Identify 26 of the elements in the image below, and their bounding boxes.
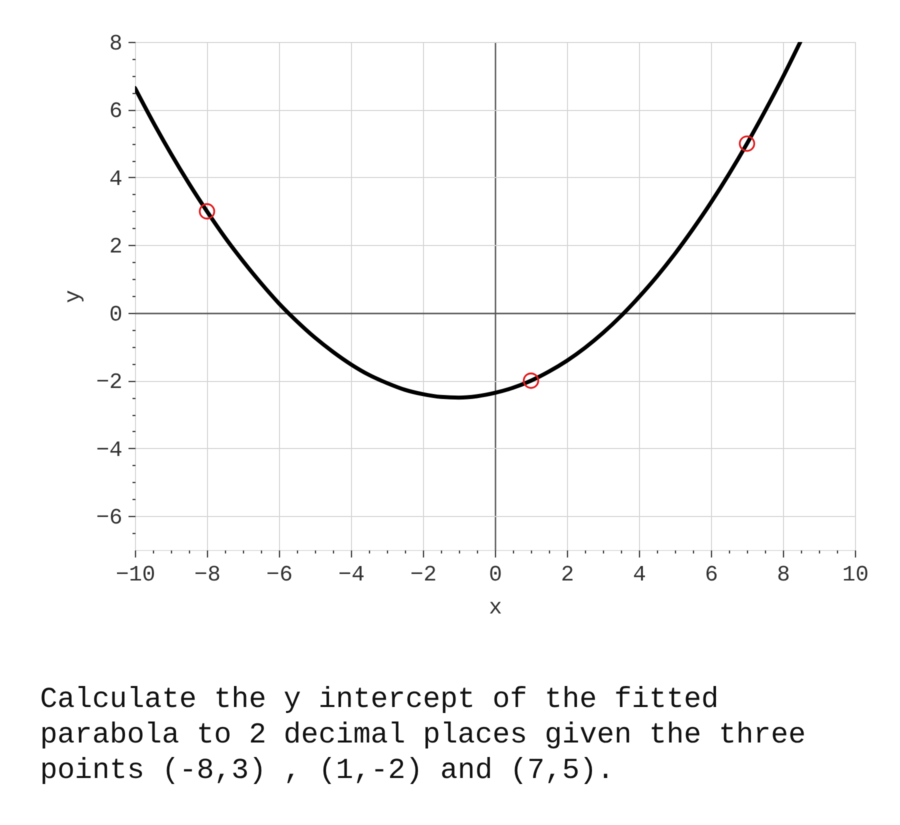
x-tick-label: −4 (338, 562, 365, 588)
x-tick-label: −6 (266, 562, 293, 588)
x-tick-label: 6 (704, 562, 718, 588)
point (198, 203, 216, 220)
y-tick-label: 4 (109, 166, 122, 192)
y-tick-label: 8 (109, 32, 122, 56)
y-tick-label: −4 (96, 438, 122, 463)
text: Calculate the y intercept of the fitted parabola to 2 decimal places given the three points (-8,3) , (1,-2) and (7,5). (40, 683, 806, 787)
x-tick-label: 2 (560, 562, 574, 588)
y-tick-label: 0 (109, 302, 122, 328)
line-series (135, 42, 802, 400)
x-tick-label: −8 (194, 562, 221, 588)
y-tick-label: 2 (109, 234, 122, 260)
y-tick-label: −6 (96, 506, 122, 531)
x-tick-label: 4 (632, 562, 646, 588)
x-tick-label: 0 (488, 562, 502, 588)
point (522, 372, 540, 389)
x-axis-title: x (488, 596, 502, 620)
y-tick-label: 6 (109, 99, 122, 124)
y-tick-label: −2 (96, 370, 122, 396)
x-tick-label: −10 (116, 562, 156, 588)
y-axis-title: y (61, 290, 86, 304)
x-tick-label: 10 (842, 562, 869, 588)
point (738, 135, 756, 152)
x-tick-label: 8 (776, 562, 790, 588)
x-tick-label: −2 (410, 562, 437, 588)
